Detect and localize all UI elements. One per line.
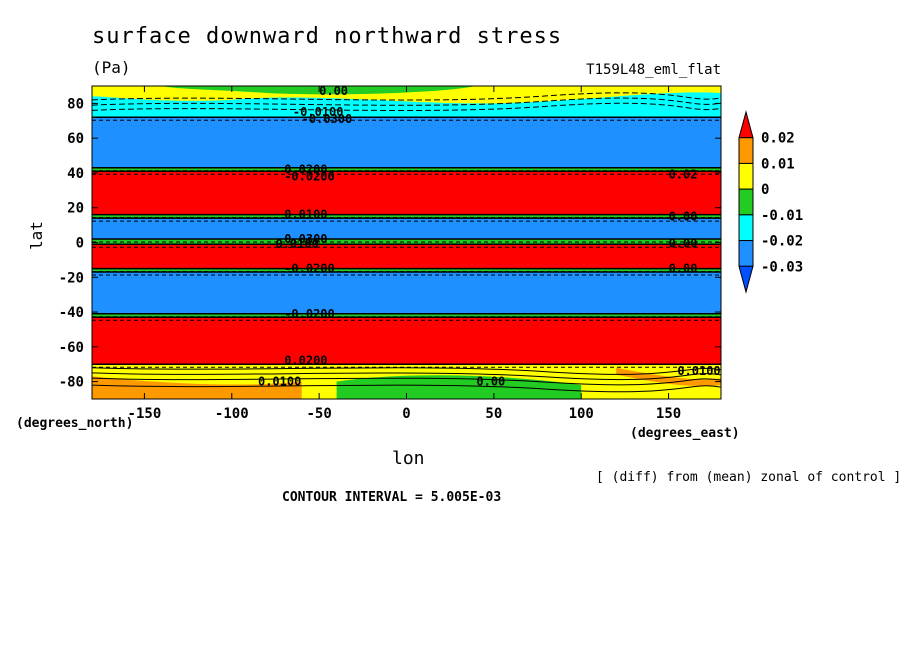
band-5 <box>92 272 721 314</box>
south-contour-3 <box>91 384 722 393</box>
contour-label-11: -0.0200 <box>284 262 335 276</box>
color-bands <box>92 86 721 399</box>
contour-label-12: 0.00 <box>669 262 698 276</box>
y-ticks: -80 -60 -40 -20 0 20 40 60 80 <box>59 96 721 391</box>
y-axis-units: (degrees_north) <box>16 416 134 431</box>
contour-lines <box>91 92 722 393</box>
contour-label-6: 0.0100 <box>284 208 327 222</box>
x-tick-label-2: -50 <box>306 406 331 422</box>
contour-label-9: 0.0100 <box>275 237 318 251</box>
contour-label-2: -0.0300 <box>302 112 353 126</box>
y-tick-label-7: 60 <box>67 131 84 147</box>
contour-label-5: 0.02 <box>669 168 698 182</box>
x-tick-label-1: -100 <box>215 406 249 422</box>
colorbar-label-5: -0.03 <box>761 259 803 275</box>
colorbar-label-4: -0.02 <box>761 234 803 250</box>
north-contour-2 <box>91 92 722 101</box>
y-tick-label-2: -40 <box>59 305 84 321</box>
contour-label-8: 0.0300 <box>284 232 327 246</box>
x-tick-label-3: 0 <box>402 406 410 422</box>
x-tick-label-0: -150 <box>128 406 162 422</box>
contour-label-15: 0.0100 <box>258 375 301 389</box>
x-tick-label-6: 150 <box>656 406 681 422</box>
y-tick-label-8: 80 <box>67 96 84 112</box>
south-contour-1 <box>91 372 722 381</box>
contour-label-14: 0.0200 <box>284 354 327 368</box>
contour-label-17: 0.0100 <box>677 364 720 378</box>
chart-title: surface downward northward stress <box>92 24 563 49</box>
band-1 <box>92 117 721 168</box>
colorbar-seg-2 <box>738 162 754 190</box>
run-label: T159L48_eml_flat <box>586 62 721 78</box>
diff-note: [ (diff) from (mean) zonal of control ] <box>596 470 902 485</box>
contour-label-4: -0.0200 <box>284 169 335 183</box>
x-tick-label-5: 100 <box>569 406 594 422</box>
y-tick-label-1: -60 <box>59 340 84 356</box>
y-tick-label-4: 0 <box>76 236 84 252</box>
orange-patch-south-east <box>616 367 721 387</box>
green-patch-south <box>336 375 582 399</box>
contour-label-3: 0.0200 <box>284 162 327 176</box>
band-4 <box>92 244 721 269</box>
colorbar-label-1: 0.01 <box>761 156 795 172</box>
y-tick-label-3: -20 <box>59 270 84 286</box>
colorbar-seg-0 <box>738 110 754 139</box>
colorbar: 0.02 0.01 0 -0.01 -0.02 -0.03 <box>738 110 803 294</box>
colorbar-label-0: 0.02 <box>761 131 795 147</box>
y-tick-label-5: 20 <box>67 201 84 217</box>
x-axis-label: lon <box>392 448 425 469</box>
contour-interval: CONTOUR INTERVAL = 5.005E-03 <box>282 490 502 505</box>
x-axis-units: (degrees_east) <box>630 426 740 441</box>
colorbar-seg-1 <box>738 137 754 164</box>
band-3 <box>92 218 721 240</box>
band-6 <box>92 317 721 365</box>
colorbar-seg-5 <box>738 240 754 267</box>
colorbar-seg-6 <box>738 265 754 294</box>
colorbar-seg-3 <box>738 188 754 216</box>
units-label: (Pa) <box>92 58 131 77</box>
y-tick-label-0: -80 <box>59 375 84 391</box>
colorbar-label-2: 0 <box>761 182 769 198</box>
colorbar-label-3: -0.01 <box>761 208 803 224</box>
band-2 <box>92 171 721 215</box>
contour-label-1: -0.0100 <box>293 105 344 119</box>
north-contour-0 <box>91 102 722 111</box>
colorbar-seg-4 <box>738 214 754 242</box>
contour-label-10: 0.00 <box>669 236 698 250</box>
contour-label-0: 0.00 <box>319 84 348 98</box>
north-contour-1 <box>91 97 722 106</box>
x-tick-label-4: 50 <box>485 406 502 422</box>
contour-label-13: -0.0200 <box>284 307 335 321</box>
y-tick-label-6: 40 <box>67 166 84 182</box>
contour-label-16: 0.00 <box>476 375 505 389</box>
south-contour-2 <box>91 377 722 386</box>
contour-label-7: 0.00 <box>669 209 698 223</box>
south-contour-0 <box>91 367 722 375</box>
x-ticks: -150 -100 -50 0 50 100 150 <box>128 86 681 422</box>
